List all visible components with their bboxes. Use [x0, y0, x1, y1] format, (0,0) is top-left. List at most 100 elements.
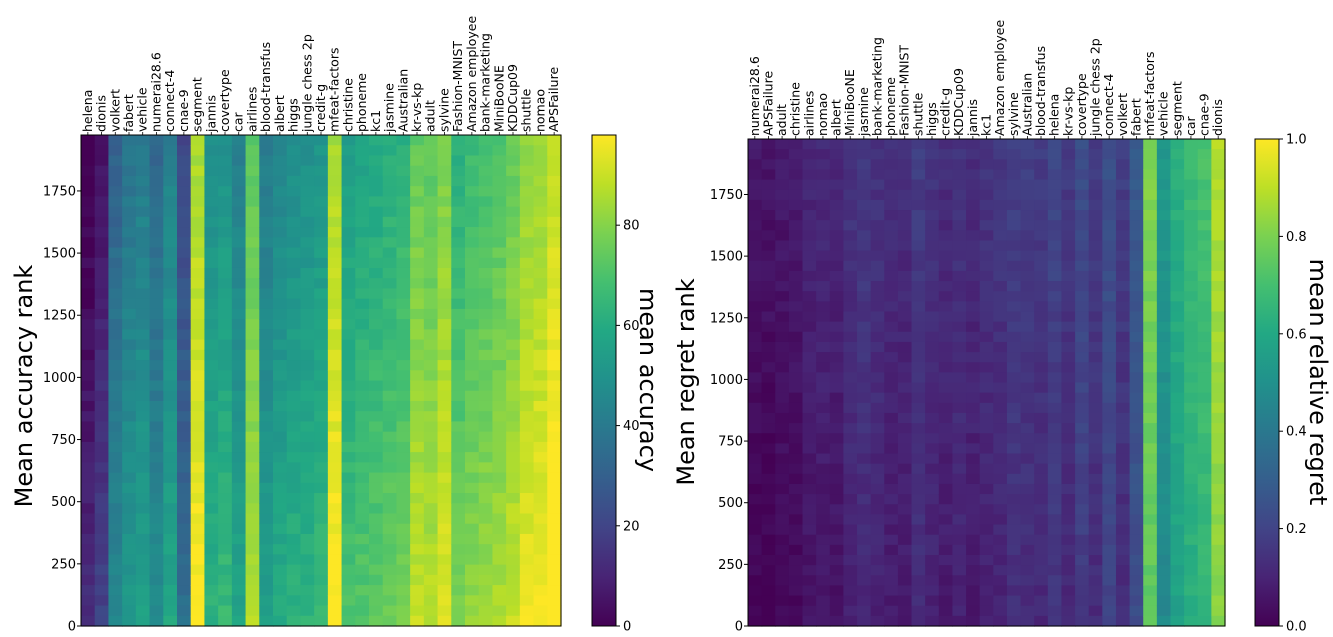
- heatmap-cell: [190, 227, 206, 238]
- heatmap-cell: [1075, 473, 1090, 485]
- heatmap-cell: [1088, 585, 1103, 597]
- heatmap-cell: [81, 615, 96, 627]
- heatmap-cell: [245, 595, 260, 607]
- heatmap-cell: [829, 331, 844, 343]
- heatmap-cell: [1034, 433, 1049, 444]
- heatmap-cell: [204, 585, 219, 596]
- heatmap-cell: [451, 216, 466, 228]
- heatmap-cell: [314, 155, 329, 167]
- heatmap-cell: [355, 493, 370, 504]
- heatmap-cell: [857, 210, 872, 221]
- heatmap-cell: [81, 349, 96, 361]
- heatmap-cell: [748, 453, 763, 465]
- heatmap-cell: [1034, 169, 1049, 181]
- heatmap-cell: [1061, 453, 1076, 465]
- heatmap-cell: [857, 443, 872, 455]
- heatmap-cell: [911, 250, 926, 262]
- heatmap-cell: [1088, 504, 1103, 515]
- heatmap-cell: [1156, 565, 1172, 576]
- heatmap-cell: [802, 382, 817, 394]
- heatmap-cell: [816, 210, 831, 221]
- heatmap-cell: [122, 411, 137, 423]
- heatmap-cell: [94, 431, 110, 443]
- heatmap-cell: [177, 155, 192, 167]
- ytick-label: 1000: [43, 371, 76, 386]
- heatmap-cell: [1170, 260, 1185, 272]
- heatmap-cell: [341, 503, 356, 515]
- heatmap-cell: [135, 257, 151, 269]
- heatmap-cell: [952, 494, 967, 505]
- heatmap-cell: [300, 554, 315, 566]
- heatmap-cell: [1061, 483, 1076, 495]
- heatmap-cell: [938, 402, 954, 414]
- heatmap-cell: [788, 352, 804, 363]
- heatmap-cell: [519, 216, 535, 228]
- heatmap-cell: [966, 392, 981, 404]
- heatmap-cell: [993, 524, 1008, 536]
- heatmap-cell: [122, 329, 137, 341]
- heatmap-cell: [1088, 169, 1103, 181]
- heatmap-cell: [925, 504, 940, 515]
- heatmap-cell: [163, 165, 178, 177]
- heatmap-cell: [802, 554, 817, 566]
- heatmap-cell: [218, 155, 233, 167]
- heatmap-cell: [1006, 362, 1022, 373]
- heatmap-cell: [1047, 402, 1063, 414]
- heatmap-cell: [1020, 189, 1035, 201]
- heatmap-cell: [884, 453, 899, 465]
- heatmap-cell: [163, 513, 178, 525]
- heatmap-cell: [190, 145, 206, 157]
- heatmap-cell: [341, 308, 356, 320]
- heatmap-cell: [218, 544, 233, 555]
- heatmap-cell: [1170, 392, 1185, 404]
- heatmap-cell: [938, 321, 954, 333]
- heatmap-cell: [843, 149, 858, 160]
- heatmap-cell: [1006, 524, 1022, 536]
- heatmap-cell: [506, 585, 521, 596]
- heatmap-cell: [108, 513, 123, 525]
- heatmap-cell: [423, 257, 439, 269]
- heatmap-cell: [314, 308, 329, 320]
- heatmap-cell: [1102, 199, 1117, 211]
- heatmap-cell: [369, 135, 384, 146]
- heatmap-cell: [314, 574, 329, 586]
- heatmap-cell: [81, 452, 96, 463]
- heatmap-cell: [177, 554, 192, 566]
- heatmap-cell: [884, 534, 899, 546]
- heatmap-cell: [218, 462, 233, 474]
- heatmap-cell: [410, 390, 425, 402]
- heatmap-cell: [1197, 260, 1212, 272]
- heatmap-cell: [369, 574, 384, 586]
- heatmap-cell: [122, 605, 137, 617]
- heatmap-cell: [396, 390, 411, 402]
- heatmap-cell: [204, 462, 219, 474]
- heatmap-cell: [218, 349, 233, 361]
- heatmap-cell: [1088, 402, 1103, 414]
- heatmap-cell: [1088, 179, 1103, 191]
- heatmap-cell: [437, 513, 452, 525]
- heatmap-cell: [993, 402, 1008, 414]
- heatmap-cell: [1156, 433, 1172, 444]
- heatmap-cell: [465, 462, 480, 474]
- heatmap-cell: [177, 421, 192, 433]
- heatmap-cell: [506, 298, 521, 310]
- heatmap-cell: [314, 605, 329, 617]
- heatmap-cell: [492, 431, 507, 443]
- heatmap-cell: [761, 382, 776, 394]
- heatmap-cell: [1102, 230, 1117, 242]
- heatmap-cell: [533, 370, 548, 382]
- heatmap-cell: [843, 595, 858, 607]
- column-label: KDDCup09: [951, 68, 966, 136]
- heatmap-cell: [857, 230, 872, 242]
- heatmap-cell: [870, 575, 885, 587]
- heatmap-cell: [1075, 169, 1090, 181]
- heatmap-cell: [816, 382, 831, 394]
- heatmap-cell: [451, 585, 466, 596]
- heatmap-cell: [1156, 199, 1172, 211]
- heatmap-cell: [802, 331, 817, 343]
- heatmap-cell: [204, 155, 219, 167]
- heatmap-cell: [1047, 615, 1063, 627]
- heatmap-cell: [327, 298, 343, 310]
- heatmap-cell: [300, 319, 315, 330]
